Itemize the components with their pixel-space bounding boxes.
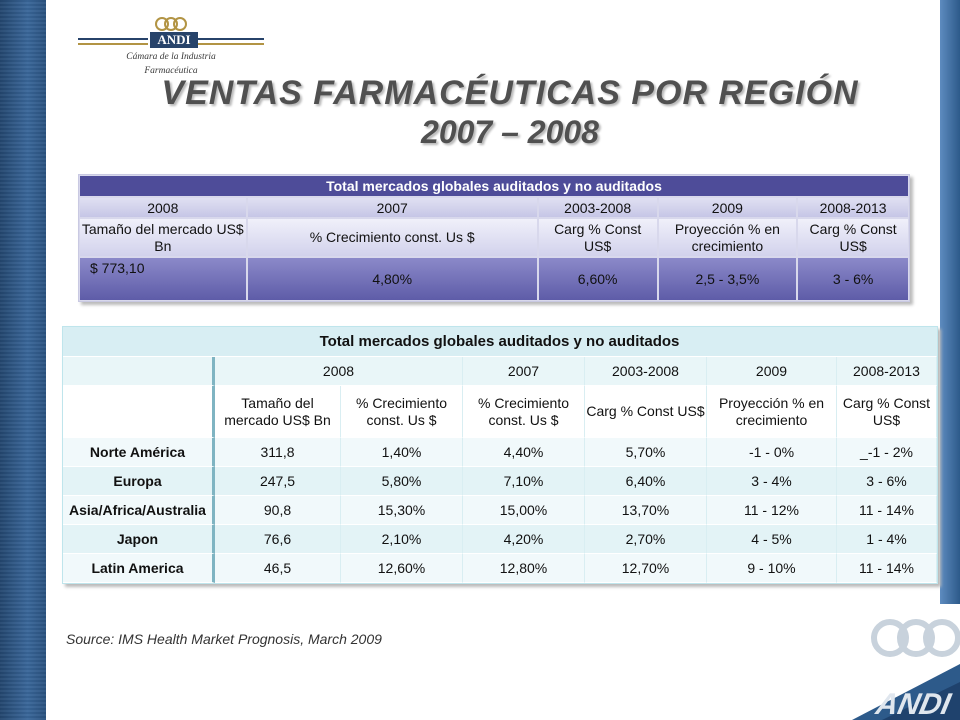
table-header: Total mercados globales auditados y no a… — [79, 175, 909, 197]
label-cell: % Crecimiento const. Us $ — [341, 386, 463, 438]
data-cell: 11 - 14% — [837, 554, 937, 583]
data-cell: 247,5 — [215, 467, 341, 496]
left-decorative-band — [0, 0, 46, 720]
data-cell: -1 - 0% — [707, 438, 837, 467]
value-cell: 3 - 6% — [797, 257, 909, 301]
table-header: Total mercados globales auditados y no a… — [63, 327, 937, 357]
data-cell: 4,20% — [463, 525, 585, 554]
table-header-row: Total mercados globales auditados y no a… — [63, 327, 937, 357]
regional-market-table: Total mercados globales auditados y no a… — [62, 326, 938, 584]
data-cell: 3 - 4% — [707, 467, 837, 496]
region-cell: Europa — [63, 467, 215, 496]
region-cell: Latin America — [63, 554, 215, 583]
region-cell: Japon — [63, 525, 215, 554]
data-cell: 12,80% — [463, 554, 585, 583]
label-row: Tamaño del mercado US$ Bn % Crecimiento … — [79, 218, 909, 257]
label-cell: Proyección % en crecimiento — [707, 386, 837, 438]
year-cell: 2008-2013 — [797, 197, 909, 218]
data-cell: 1,40% — [341, 438, 463, 467]
logo-subtitle: Farmacéutica — [144, 66, 198, 76]
region-cell: Norte América — [63, 438, 215, 467]
year-cell: 2003-2008 — [537, 197, 658, 218]
value-cell: $ 773,10 — [79, 257, 247, 301]
andi-watermark-icon: ANDI — [812, 604, 960, 720]
label-cell: % Crecimiento const. Us $ — [246, 218, 538, 257]
data-cell: 1 - 4% — [837, 525, 937, 554]
data-cell: 5,70% — [585, 438, 707, 467]
value-row: $ 773,10 4,80% 6,60% 2,5 - 3,5% 3 - 6% — [79, 257, 909, 301]
data-cell: 11 - 12% — [707, 496, 837, 525]
right-decorative-band — [940, 0, 960, 720]
data-cell: 2,10% — [341, 525, 463, 554]
data-cell: 76,6 — [215, 525, 341, 554]
label-cell: Carg % Const US$ — [797, 218, 909, 257]
label-cell: Carg % Const US$ — [837, 386, 937, 438]
logo-circles-icon — [155, 17, 187, 31]
data-cell: 46,5 — [215, 554, 341, 583]
table-row: Europa 247,5 5,80% 7,10% 6,40% 3 - 4% 3 … — [63, 467, 937, 496]
empty-corner-cell — [63, 357, 215, 386]
value-cell: 6,60% — [537, 257, 658, 301]
data-cell: 4 - 5% — [707, 525, 837, 554]
year-cell: 2008 — [215, 357, 463, 386]
data-cell: 90,8 — [215, 496, 341, 525]
year-row: 2008 2007 2003-2008 2009 2008-2013 — [63, 357, 937, 386]
data-cell: 3 - 6% — [837, 467, 937, 496]
data-cell: 9 - 10% — [707, 554, 837, 583]
table-row: Asia/Africa/Australia 90,8 15,30% 15,00%… — [63, 496, 937, 525]
data-cell: 15,30% — [341, 496, 463, 525]
year-cell: 2009 — [707, 357, 837, 386]
data-cell: 12,70% — [585, 554, 707, 583]
logo-line — [78, 38, 148, 40]
logo-subtitle: Cámara de la Industria — [126, 52, 216, 62]
data-cell: 4,40% — [463, 438, 585, 467]
svg-text:ANDI: ANDI — [872, 688, 954, 720]
label-cell: Tamaño del mercado US$ Bn — [79, 218, 247, 257]
year-cell: 2008-2013 — [837, 357, 937, 386]
region-cell: Asia/Africa/Australia — [63, 496, 215, 525]
table-row: Japon 76,6 2,10% 4,20% 2,70% 4 - 5% 1 - … — [63, 525, 937, 554]
year-cell: 2007 — [246, 197, 538, 218]
value-cell: 2,5 - 3,5% — [657, 257, 798, 301]
value-cell: 4,80% — [246, 257, 538, 301]
year-cell: 2009 — [657, 197, 798, 218]
label-cell: % Crecimiento const. Us $ — [463, 386, 585, 438]
label-row: Tamaño del mercado US$ Bn % Crecimiento … — [63, 386, 937, 438]
data-cell: 15,00% — [463, 496, 585, 525]
data-cell: 7,10% — [463, 467, 585, 496]
data-cell: 6,40% — [585, 467, 707, 496]
source-note: Source: IMS Health Market Prognosis, Mar… — [66, 631, 382, 647]
empty-corner-cell — [63, 386, 215, 438]
label-cell: Tamaño del mercado US$ Bn — [215, 386, 341, 438]
year-cell: 2007 — [463, 357, 585, 386]
slide-title: VENTAS FARMACÉUTICAS POR REGIÓN — [161, 74, 859, 112]
logo-line — [78, 43, 148, 45]
andi-logo: ANDI Cámara de la Industria Farmacéutica — [78, 14, 264, 76]
label-cell: Carg % Const US$ — [585, 386, 707, 438]
logo-line — [198, 38, 264, 40]
year-cell: 2008 — [79, 197, 247, 218]
label-cell: Carg % Const US$ — [537, 218, 658, 257]
logo-line — [198, 43, 264, 45]
data-cell: _-1 - 2% — [837, 438, 937, 467]
slide-subtitle-years: 2007 – 2008 — [421, 114, 599, 150]
label-cell: Proyección % en crecimiento — [657, 218, 798, 257]
global-market-summary-table: Total mercados globales auditados y no a… — [78, 174, 910, 302]
year-cell: 2003-2008 — [585, 357, 707, 386]
data-cell: 5,80% — [341, 467, 463, 496]
logo-wordmark: ANDI — [150, 32, 198, 48]
data-cell: 311,8 — [215, 438, 341, 467]
year-row: 2008 2007 2003-2008 2009 2008-2013 — [79, 197, 909, 218]
data-cell: 11 - 14% — [837, 496, 937, 525]
table-row: Latin America 46,5 12,60% 12,80% 12,70% … — [63, 554, 937, 583]
table-row: Norte América 311,8 1,40% 4,40% 5,70% -1… — [63, 438, 937, 467]
data-cell: 12,60% — [341, 554, 463, 583]
table-header-row: Total mercados globales auditados y no a… — [79, 175, 909, 197]
data-cell: 2,70% — [585, 525, 707, 554]
data-cell: 13,70% — [585, 496, 707, 525]
